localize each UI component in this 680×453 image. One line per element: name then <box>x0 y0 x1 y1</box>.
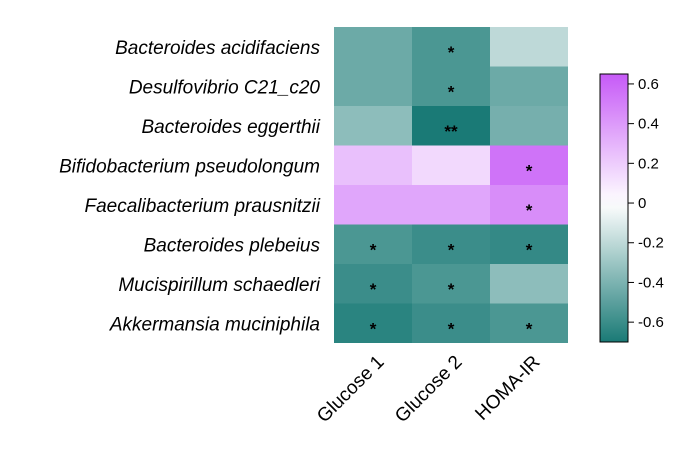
colorbar-tick-label: 0 <box>638 195 646 212</box>
colorbar-tick-label: 0.6 <box>638 76 659 93</box>
significance-marker: * <box>448 240 455 259</box>
heatmap-cell <box>490 27 568 67</box>
row-label: Faecalibacterium prausnitzii <box>85 196 321 217</box>
column-labels: Glucose 1 Glucose 2 HOMA-IR <box>313 352 544 427</box>
significance-marker: * <box>526 319 533 338</box>
heatmap-cell <box>490 106 568 146</box>
heatmap-cell <box>334 66 412 106</box>
heatmap-cell <box>490 145 568 185</box>
heatmap-cell <box>412 27 490 67</box>
colorbar-tick-label: -0.6 <box>638 314 664 331</box>
heatmap-cell <box>412 303 490 343</box>
row-label: Bifidobacterium pseudolongum <box>59 156 320 177</box>
heatmap-cell <box>412 145 490 185</box>
row-label: Bacteroides eggerthii <box>142 117 321 138</box>
column-label: Glucose 1 <box>313 352 388 427</box>
significance-marker: * <box>448 319 455 338</box>
colorbar-tick-label: 0.2 <box>638 155 659 172</box>
significance-marker: * <box>448 82 455 101</box>
heatmap-cell <box>412 224 490 264</box>
heatmap-cell <box>412 66 490 106</box>
heatmap-cell <box>412 264 490 304</box>
heatmap-cell <box>490 224 568 264</box>
significance-marker: * <box>448 43 455 62</box>
significance-markers: ******* * ** ** * * <box>370 43 533 339</box>
heatmap-cell <box>334 224 412 264</box>
row-label: Bacteroides plebeius <box>144 235 321 256</box>
heatmap-cell <box>334 303 412 343</box>
significance-marker: * <box>526 240 533 259</box>
row-label: Mucispirillum schaedleri <box>118 275 320 296</box>
heatmap-cell <box>334 264 412 304</box>
heatmap-cell <box>334 185 412 225</box>
heatmap-cell <box>490 303 568 343</box>
significance-marker: * <box>370 319 377 338</box>
column-label: HOMA-IR <box>471 352 544 425</box>
heatmap-cell <box>490 264 568 304</box>
heatmap-cells <box>334 27 568 343</box>
heatmap-cell <box>412 106 490 146</box>
significance-marker: * <box>370 240 377 259</box>
row-label: Bacteroides acidifaciens <box>115 38 320 59</box>
significance-marker: * <box>526 161 533 180</box>
colorbar-bar <box>599 73 629 343</box>
heatmap-cell <box>412 185 490 225</box>
significance-marker: * <box>526 201 533 220</box>
colorbar-tick-label: -0.4 <box>638 274 664 291</box>
heatmap-cell <box>334 145 412 185</box>
significance-marker: * <box>370 280 377 299</box>
column-label: Glucose 2 <box>391 352 466 427</box>
heatmap-cell <box>490 66 568 106</box>
heatmap-cell <box>490 185 568 225</box>
colorbar: 0.6 0.4 0.2 0 -0.2 -0.4 -0.6 <box>599 73 664 343</box>
heatmap-cell <box>334 106 412 146</box>
significance-marker: * <box>448 280 455 299</box>
row-label: Akkermansia muciniphila <box>109 314 320 335</box>
row-labels: Bacteroides acidifaciens Desulfovibrio C2… <box>59 38 321 336</box>
colorbar-tick-label: 0.4 <box>638 116 659 133</box>
colorbar-tick-label: -0.2 <box>638 235 664 252</box>
heatmap-cell <box>334 27 412 67</box>
significance-marker: ** <box>444 122 458 141</box>
row-label: Desulfovibrio C21_c20 <box>129 77 321 98</box>
